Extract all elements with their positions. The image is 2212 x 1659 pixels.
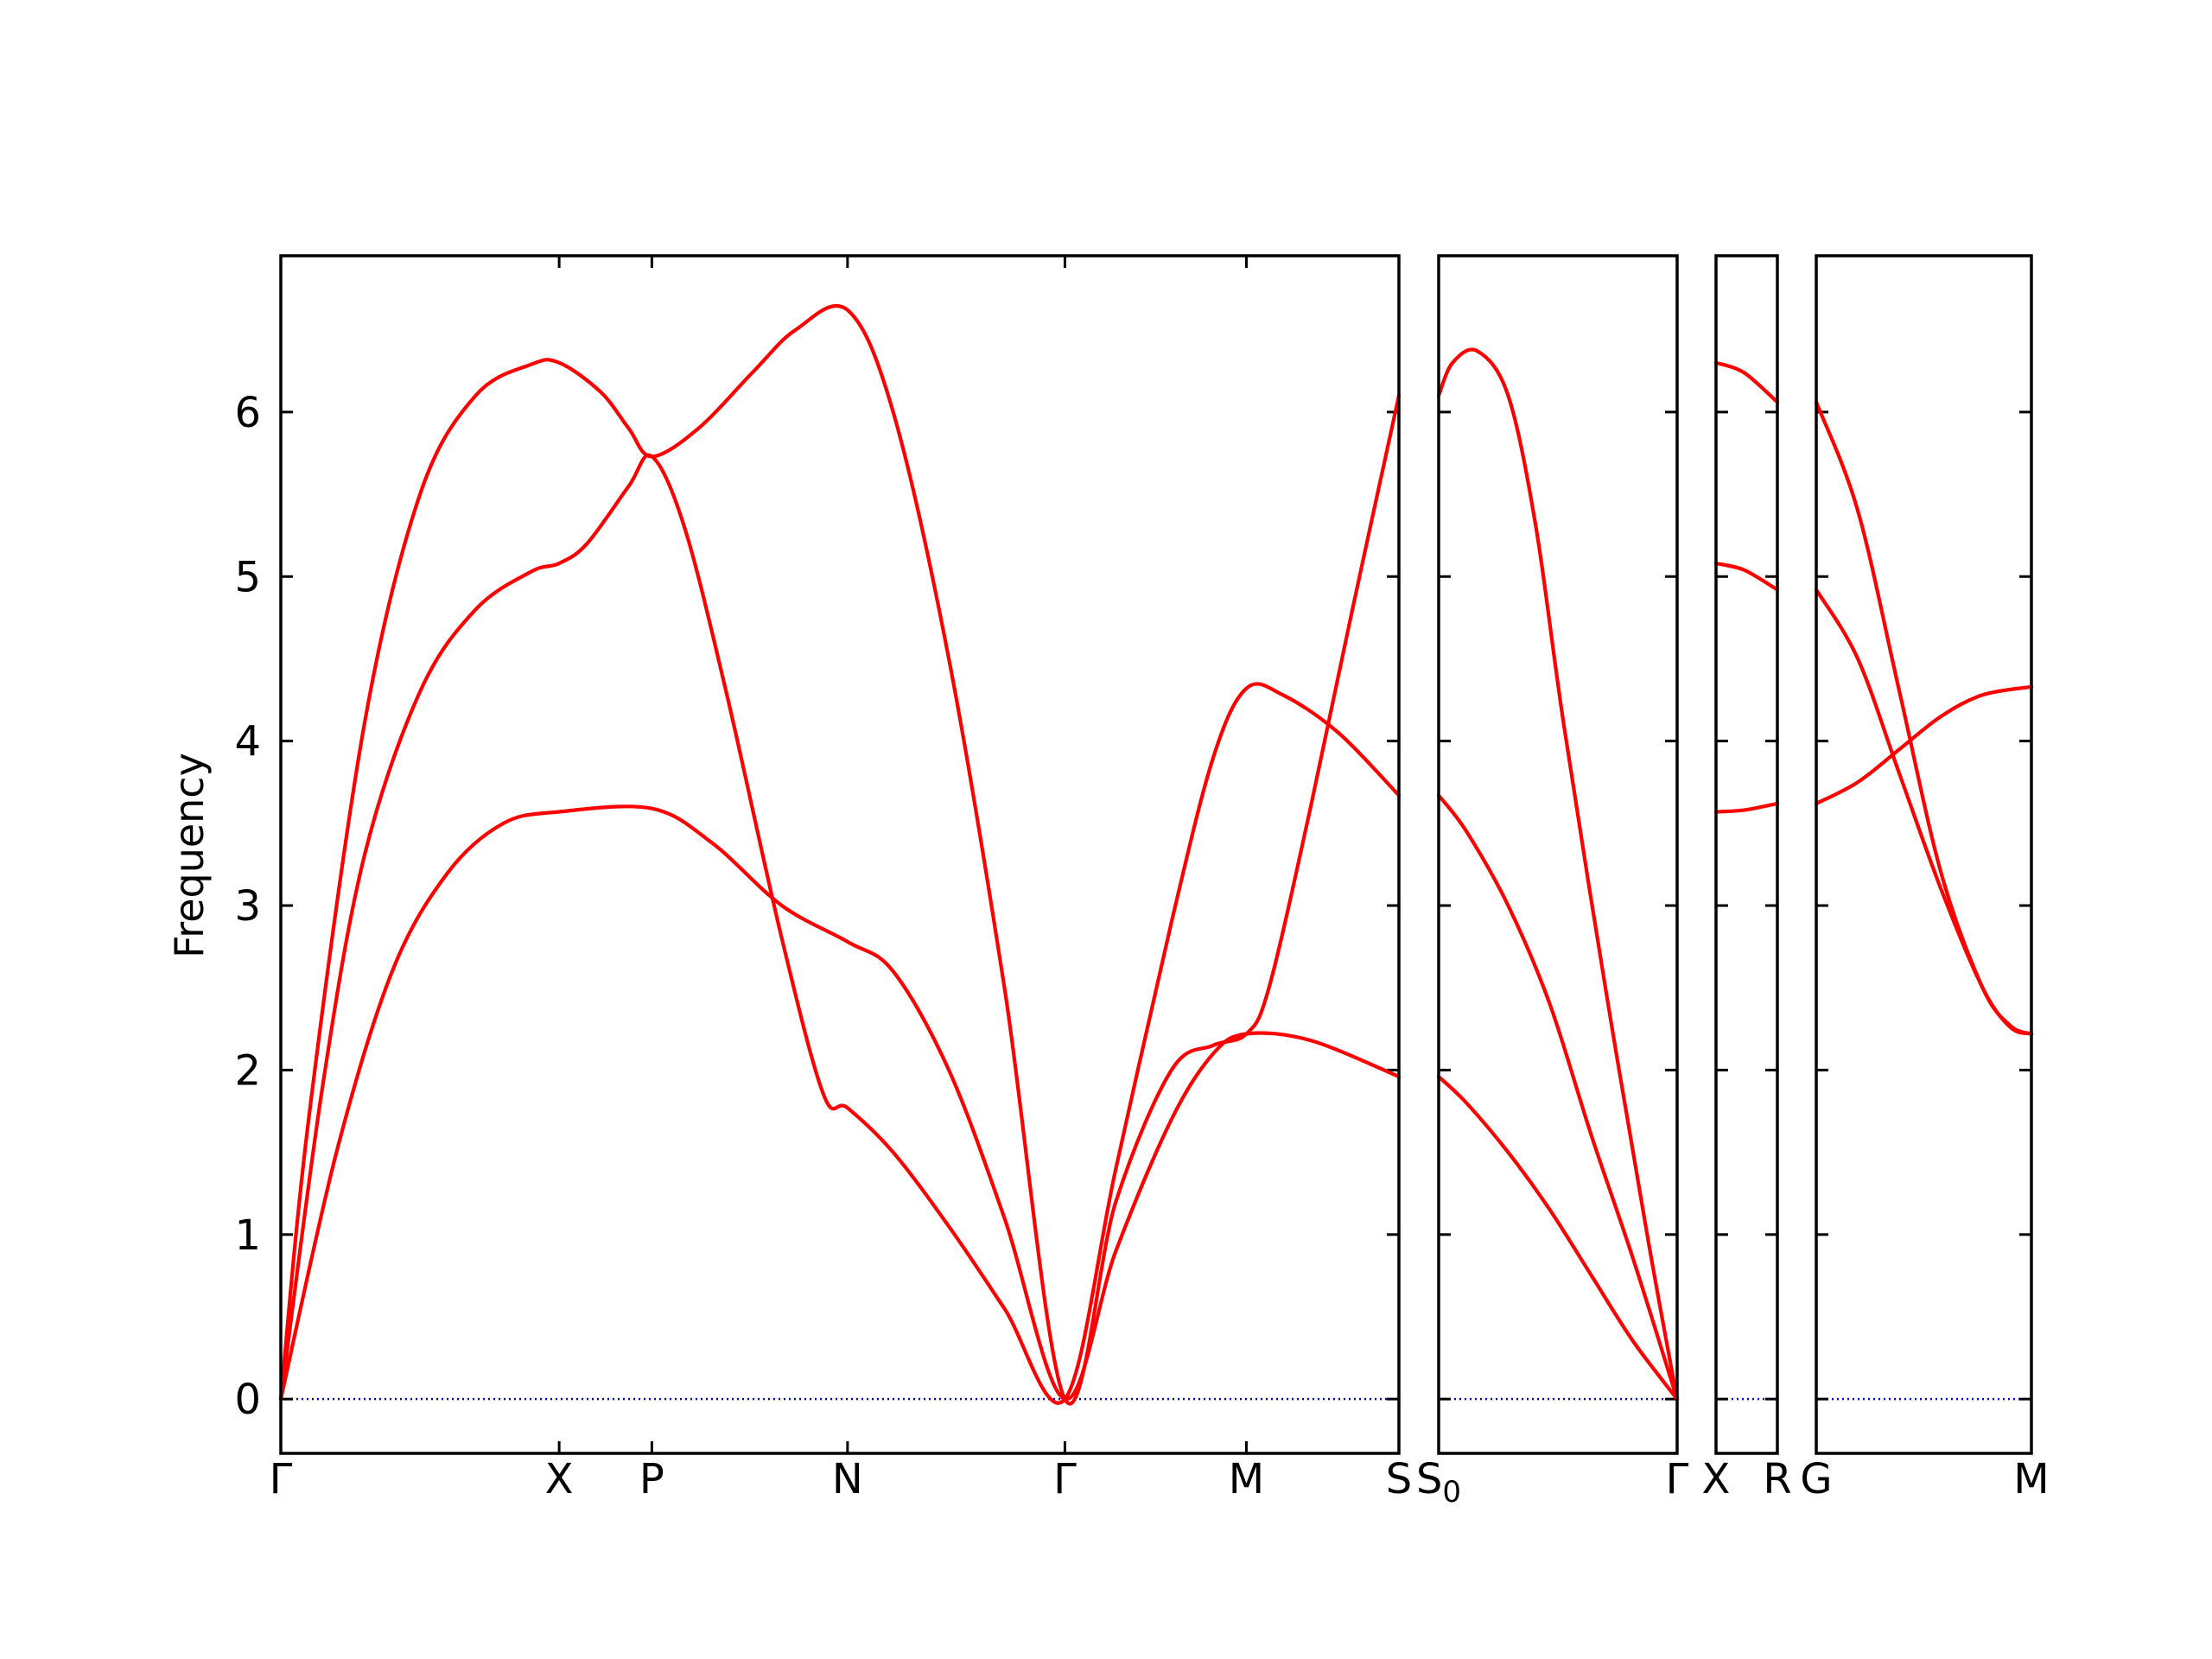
- y-tick-label: 2: [234, 1046, 261, 1095]
- panel-2: S0 Γ: [1416, 254, 1689, 1510]
- panels-layer: Γ X P N Γ M S S0 Γ X R G M: [270, 254, 2050, 1510]
- y-tick-label: 6: [234, 389, 261, 437]
- y-tick-label: 3: [234, 882, 261, 931]
- panel-frame: [1437, 254, 1679, 1455]
- x-tick-label: N: [832, 1455, 863, 1503]
- x-tick-label: S: [1386, 1455, 1412, 1503]
- band-2-3: [1436, 347, 1680, 1402]
- x-tick-label: P: [639, 1455, 664, 1503]
- panel-frame: [279, 254, 1401, 1455]
- y-tick-label: 1: [234, 1211, 261, 1260]
- band-2-2: [1436, 793, 1680, 1402]
- band-1-2: [278, 453, 1402, 1405]
- x-tick-label: X: [545, 1455, 574, 1503]
- x-tick-label: M: [1229, 1455, 1264, 1503]
- x-tick-label: S0: [1416, 1455, 1461, 1510]
- band-4-2: [1814, 588, 2034, 1036]
- y-tick-labels: 0 1 2 3 4 5 6: [234, 389, 261, 1424]
- panel-frame: [1815, 254, 2033, 1455]
- band-4-3: [1814, 400, 2034, 1036]
- x-tick-label: Γ: [1053, 1455, 1077, 1503]
- y-tick-label: 0: [234, 1376, 261, 1424]
- band-1-3: [278, 303, 1402, 1406]
- band-3-3: [1713, 360, 1780, 404]
- x-tick-label: R: [1763, 1455, 1791, 1503]
- band-1-1: [278, 804, 1402, 1402]
- x-tick-label: Γ: [270, 1455, 293, 1503]
- band-4-1: [1814, 684, 2034, 806]
- x-tick-label: X: [1702, 1455, 1731, 1503]
- band-3-2: [1713, 561, 1780, 592]
- y-tick-label: 5: [234, 553, 261, 601]
- y-tick-label: 4: [234, 718, 261, 766]
- x-tick-label: G: [1800, 1455, 1832, 1503]
- x-tick-label: Γ: [1666, 1455, 1689, 1503]
- x-tick-label-subscript: 0: [1442, 1475, 1461, 1510]
- band-2-1: [1436, 1074, 1680, 1402]
- band-3-1: [1713, 801, 1780, 814]
- y-axis-label: Frequency: [166, 753, 213, 958]
- panel-frame: [1714, 254, 1779, 1455]
- x-tick-label: M: [2013, 1455, 2049, 1503]
